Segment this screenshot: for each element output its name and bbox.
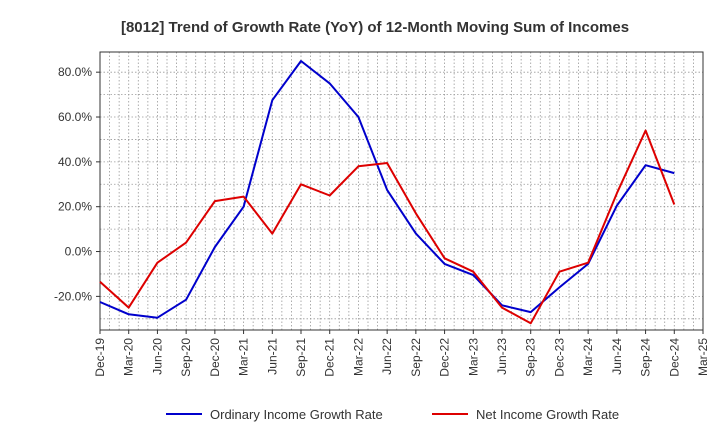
x-tick-label: Jun-24 <box>610 338 624 375</box>
x-tick-label: Dec-19 <box>93 338 107 377</box>
x-tick-label: Dec-24 <box>667 338 681 377</box>
grid <box>99 52 704 330</box>
y-tick-label: 80.0% <box>58 65 92 79</box>
y-axis: 80.0% 60.0% 40.0% 20.0% 0.0% -20.0% <box>54 65 100 303</box>
x-tick-label: Mar-22 <box>351 338 365 376</box>
x-tick-label: Mar-23 <box>466 338 480 376</box>
y-tick-label: 60.0% <box>58 110 92 124</box>
x-tick-label: Sep-23 <box>524 338 538 377</box>
x-tick-label: Sep-20 <box>179 338 193 377</box>
y-tick-label: -20.0% <box>54 289 92 303</box>
x-tick-label: Sep-24 <box>639 338 653 377</box>
x-tick-label: Mar-21 <box>237 338 251 376</box>
x-tick-label: Mar-20 <box>122 338 136 376</box>
x-tick-label: Sep-22 <box>409 338 423 377</box>
x-tick-label: Jun-23 <box>495 338 509 375</box>
legend-label: Ordinary Income Growth Rate <box>210 407 383 422</box>
x-tick-label: Jun-20 <box>150 338 164 375</box>
x-tick-label: Mar-24 <box>581 338 595 376</box>
x-tick-label: Dec-21 <box>323 338 337 377</box>
y-tick-label: 0.0% <box>65 245 93 259</box>
chart-title: [8012] Trend of Growth Rate (YoY) of 12-… <box>121 19 629 36</box>
x-tick-label: Mar-25 <box>696 338 710 376</box>
x-tick-label: Jun-22 <box>380 338 394 375</box>
x-tick-label: Dec-20 <box>208 338 222 377</box>
x-tick-label: Sep-21 <box>294 338 308 377</box>
x-tick-label: Dec-22 <box>438 338 452 377</box>
y-tick-label: 20.0% <box>58 200 92 214</box>
legend: Ordinary Income Growth Rate Net Income Gr… <box>166 407 619 422</box>
series-line <box>99 60 675 319</box>
x-tick-label: Jun-21 <box>265 338 279 375</box>
series-line <box>99 129 676 325</box>
series-lines <box>99 60 676 325</box>
y-tick-label: 40.0% <box>58 155 92 169</box>
plot-area <box>99 51 704 331</box>
x-axis: Dec-19 Mar-20 Jun-20 Sep-20 Dec-20 Mar-21 Jun-… <box>93 330 710 377</box>
x-tick-label: Dec-23 <box>552 338 566 377</box>
legend-label: Net Income Growth Rate <box>476 407 619 422</box>
